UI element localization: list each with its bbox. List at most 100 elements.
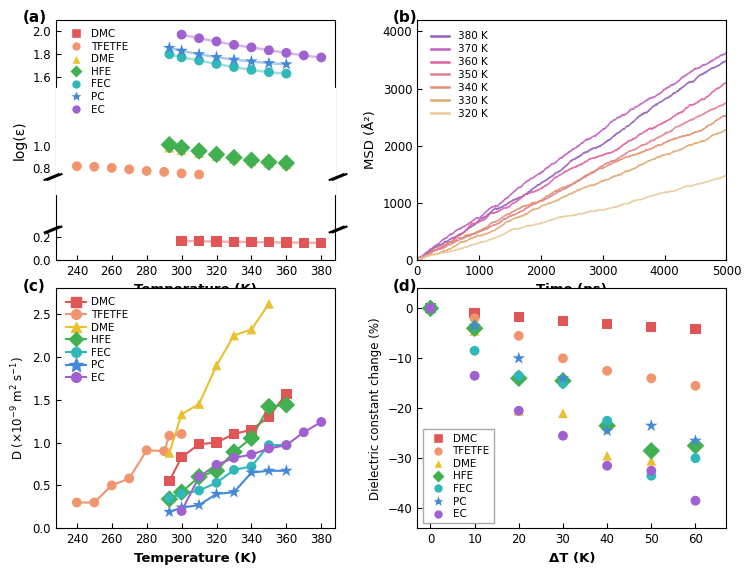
Point xyxy=(176,410,188,419)
Point xyxy=(513,406,524,415)
350 K xyxy=(545,194,554,200)
Point xyxy=(228,429,240,439)
Point xyxy=(601,461,613,471)
370 K xyxy=(716,52,725,59)
Point xyxy=(469,326,481,335)
360 K xyxy=(682,104,691,111)
370 K xyxy=(545,163,554,170)
Point xyxy=(513,313,524,322)
Point xyxy=(176,236,188,246)
Point xyxy=(425,304,437,313)
Point xyxy=(106,481,118,490)
Point xyxy=(280,238,292,247)
Point xyxy=(245,43,258,52)
Point xyxy=(469,346,481,355)
Point xyxy=(193,50,205,59)
Line: 320 K: 320 K xyxy=(417,175,726,260)
Point xyxy=(228,55,240,65)
Point xyxy=(163,43,175,53)
Point xyxy=(280,466,292,475)
360 K xyxy=(531,188,540,195)
340 K xyxy=(545,192,554,199)
340 K xyxy=(716,115,725,122)
Point xyxy=(469,314,481,323)
360 K xyxy=(722,79,731,86)
Point xyxy=(263,299,275,308)
Point xyxy=(280,49,292,58)
350 K xyxy=(716,102,725,109)
Point xyxy=(315,417,327,427)
350 K xyxy=(413,256,422,263)
Point xyxy=(193,146,205,155)
Point xyxy=(163,493,175,503)
Point xyxy=(557,409,569,418)
Point xyxy=(557,431,569,440)
Legend: DMC, TFETFE, DME, HFE, FEC, PC, EC: DMC, TFETFE, DME, HFE, FEC, PC, EC xyxy=(61,25,132,119)
320 K xyxy=(466,242,475,248)
Point xyxy=(141,445,153,455)
Point xyxy=(163,494,175,504)
Point xyxy=(645,421,657,431)
Point xyxy=(176,146,188,155)
Point xyxy=(263,67,275,77)
360 K xyxy=(545,180,554,187)
Point xyxy=(193,148,205,158)
320 K xyxy=(545,217,554,224)
Point xyxy=(645,323,657,332)
Point xyxy=(193,472,205,481)
Point xyxy=(211,466,223,475)
Point xyxy=(106,163,118,172)
Point xyxy=(228,453,240,463)
360 K xyxy=(448,238,457,244)
340 K xyxy=(722,112,731,119)
Point xyxy=(163,476,175,485)
Point xyxy=(557,316,569,325)
Point xyxy=(193,472,205,481)
Point xyxy=(211,59,223,69)
Point xyxy=(425,304,437,313)
Point xyxy=(193,237,205,246)
350 K xyxy=(531,200,540,207)
Point xyxy=(176,429,188,439)
Point xyxy=(645,471,657,480)
Point xyxy=(176,506,188,516)
Point xyxy=(71,498,83,507)
Point xyxy=(645,374,657,383)
Point xyxy=(245,425,258,434)
340 K xyxy=(722,112,731,119)
330 K xyxy=(466,235,475,242)
Point xyxy=(163,50,175,59)
350 K xyxy=(722,100,731,107)
Point xyxy=(690,381,702,391)
350 K xyxy=(414,256,423,263)
330 K xyxy=(722,126,731,133)
Point xyxy=(228,237,240,246)
Point xyxy=(176,503,188,512)
Point xyxy=(211,460,223,469)
Point xyxy=(263,444,275,453)
380 K xyxy=(682,81,691,87)
Line: 370 K: 370 K xyxy=(417,52,726,260)
Point xyxy=(690,453,702,463)
Point xyxy=(263,441,275,450)
Line: 330 K: 330 K xyxy=(417,130,726,260)
Point xyxy=(176,30,188,39)
Point xyxy=(245,156,258,166)
Point xyxy=(228,465,240,475)
Point xyxy=(263,158,275,167)
Point xyxy=(263,46,275,55)
Point xyxy=(176,488,188,497)
Point xyxy=(601,451,613,460)
Line: 340 K: 340 K xyxy=(417,115,726,260)
Point xyxy=(158,447,170,456)
Point xyxy=(71,162,83,171)
Point xyxy=(513,331,524,340)
320 K xyxy=(448,247,457,254)
Y-axis label: Dielectric constant change (%): Dielectric constant change (%) xyxy=(369,317,382,500)
Point xyxy=(245,325,258,334)
Point xyxy=(280,441,292,450)
Point xyxy=(280,159,292,168)
Point xyxy=(425,304,437,313)
Point xyxy=(163,448,175,457)
Point xyxy=(211,361,223,370)
